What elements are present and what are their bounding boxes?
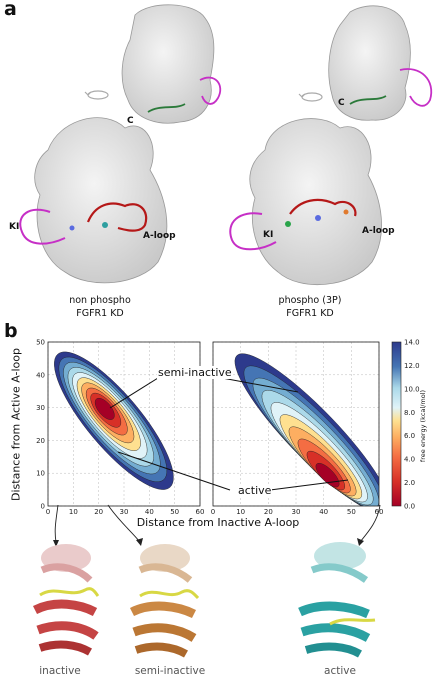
contour-level (94, 397, 115, 420)
x-tick-label: 20 (264, 508, 273, 516)
x-tick-label: 50 (347, 508, 356, 516)
colorbar-tick-label: 2.0 (404, 479, 415, 487)
inactive-structure (32, 544, 100, 656)
caption-line-1: phospho (3P) (278, 295, 342, 306)
panel-a-structures (19, 4, 433, 285)
x-tick-label: 0 (211, 508, 215, 516)
caption-line-1: non phospho (69, 295, 131, 306)
protein-surface-top-right (328, 5, 411, 121)
x-tick-label: 30 (292, 508, 301, 516)
state-structures (32, 542, 376, 658)
aloop-top-left (147, 103, 186, 113)
x-tick-label: 40 (145, 508, 154, 516)
ki-label-right: KI (263, 230, 274, 240)
ki-loop-left (19, 208, 66, 245)
ki-label-left: KI (9, 222, 20, 232)
ki-loop-top-left (199, 76, 222, 105)
x-tick-label: 30 (120, 508, 129, 516)
rotate-icon-left (84, 90, 109, 100)
annotation-semi-inactive: semi-inactive (157, 366, 233, 379)
y-tick-label: 0 (41, 503, 45, 511)
x-tick-label: 10 (236, 508, 245, 516)
arrow-to-semi-inactive (107, 504, 141, 543)
colorbar: 0.0 2.0 4.0 6.0 8.0 10.0 12.0 14.0 (391, 339, 420, 511)
ki-loop-right (229, 212, 277, 251)
semi-inactive-structure (129, 544, 200, 658)
x-tick-label: 10 (69, 508, 78, 516)
protein-surface-right (249, 118, 382, 285)
state-label-active: active (324, 665, 356, 677)
y-tick-label: 30 (36, 404, 45, 412)
ki-loop-top-right (399, 68, 433, 107)
plot-frame (212, 341, 380, 507)
state-arrows (53, 504, 381, 547)
state-label-inactive: inactive (39, 665, 81, 677)
y-tick-label: 50 (36, 339, 45, 347)
caption-line-2: FGFR1 KD (286, 308, 334, 319)
arrow-to-inactive (54, 504, 59, 543)
plot-non-phospho: 0 10 20 30 40 50 60 0 10 20 30 40 50 (36, 339, 205, 517)
colorbar-tick-label: 10.0 (404, 385, 420, 393)
colorbar-scale (391, 341, 402, 507)
state-label-semi-inactive: semi-inactive (134, 665, 206, 677)
aloop-label-left: A-loop (143, 231, 176, 241)
x-tick-label: 20 (94, 508, 103, 516)
aloop-left (86, 202, 148, 232)
panel-a-letter: a (4, 0, 17, 20)
c-terminus-label-right: C (338, 98, 345, 108)
arrow-to-active (359, 504, 381, 543)
contour-fill (234, 353, 379, 506)
active-line-right (269, 479, 349, 491)
caption-line-2: FGFR1 KD (76, 308, 124, 319)
aloop-label-right: A-loop (362, 226, 395, 236)
free-energy-landscape: 0 10 20 30 40 50 60 0 10 20 30 40 50 0 10 20 30 40 50 60 0… (36, 339, 420, 517)
semi-inactive-line-left (109, 377, 159, 409)
colorbar-tick-label: 12.0 (404, 362, 420, 370)
contour-fill (54, 351, 174, 490)
caption-phospho: phospho (3P) FGFR1 KD (240, 294, 380, 320)
x-tick-label: 40 (319, 508, 328, 516)
rotate-icon-right (298, 92, 323, 102)
c-terminus-label-left: C (127, 116, 134, 126)
x-tick-label: 0 (46, 508, 50, 516)
contour-level (315, 462, 340, 488)
colorbar-tick-label: 6.0 (404, 432, 415, 440)
y-axis-title: Distance from Active A-loop (9, 348, 23, 501)
protein-surface-top-left (121, 4, 215, 124)
plot-frame (47, 341, 201, 507)
aloop-top-right (349, 95, 387, 105)
colorbar-tick-label: 14.0 (404, 339, 420, 347)
aloop-right (289, 198, 357, 217)
x-tick-label: 50 (170, 508, 179, 516)
semi-inactive-line-right (221, 377, 299, 393)
colorbar-tick-label: 8.0 (404, 409, 415, 417)
y-tick-label: 40 (36, 371, 45, 379)
colorbar-tick-label: 4.0 (404, 456, 415, 464)
active-line-left (117, 451, 231, 491)
colorbar-tick-label: 0.0 (404, 503, 415, 511)
y-tick-label: 10 (36, 470, 45, 478)
annotation-active: active (237, 484, 273, 497)
y-tick-label: 20 (36, 437, 45, 445)
x-tick-label: 60 (196, 508, 205, 516)
x-axis-title: Distance from Inactive A-loop (136, 516, 300, 529)
plot-phospho: 0 10 20 30 40 50 60 (211, 341, 383, 516)
colorbar-label: free energy (kcal/mol) (419, 389, 427, 463)
active-structure (298, 542, 376, 658)
caption-non-phospho: non phospho FGFR1 KD (30, 294, 170, 320)
panel-b-letter: b (4, 320, 18, 342)
protein-surface-left (34, 117, 168, 284)
annotation-lines (109, 377, 349, 491)
